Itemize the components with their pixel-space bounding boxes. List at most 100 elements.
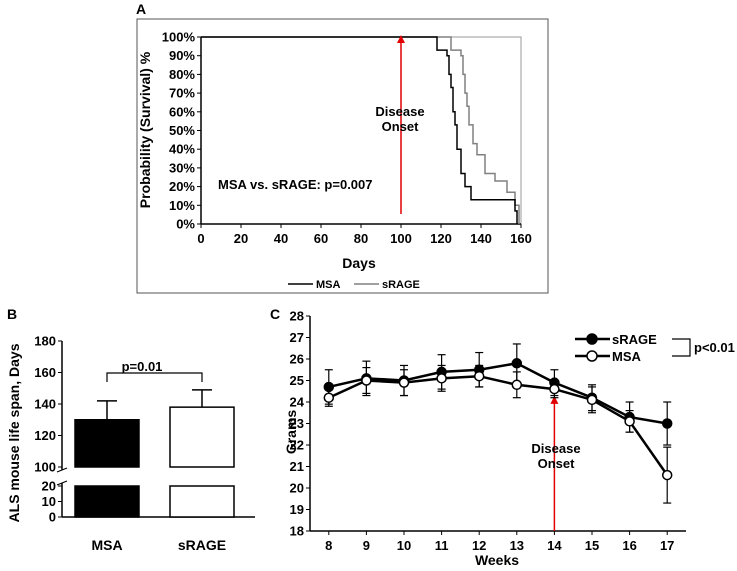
panel-c-point-srage: [511, 358, 523, 369]
panel-b-y-tick-label: 180: [34, 334, 56, 349]
panel-b-y-tick-label: 10: [42, 494, 56, 509]
panel-c-x-tick-label: 10: [397, 538, 411, 553]
panel-c-letter: C: [270, 306, 280, 322]
panel-a-y-tick-label: 50%: [169, 123, 195, 138]
panel-a-y-tick-label: 10%: [169, 198, 195, 213]
panel-c-x-tick-label: 13: [510, 538, 524, 553]
panel-a-y-tick-label: 60%: [169, 104, 195, 119]
panel-a-y-tick-label: 0%: [176, 217, 195, 232]
panel-a-x-tick-label: 80: [354, 231, 368, 246]
panel-c-y-tick-label: 20: [290, 481, 304, 496]
panel-b-ylabel: ALS mouse life span, Days: [6, 343, 22, 522]
panel-c-point-msa: [549, 383, 560, 395]
panel-b-y-tick-label: 100: [34, 460, 56, 475]
panel-a-x-tick-label: 40: [274, 231, 288, 246]
panel-a-series-msa: [201, 36, 518, 224]
panel-c-y-tick-label: 23: [290, 416, 304, 431]
panel-c-y-tick-label: 24: [290, 395, 305, 410]
panel-c-xlabel: Weeks: [475, 552, 519, 568]
panel-a-x-tick-label: 0: [197, 231, 204, 246]
panel-c-pvalue: p<0.01: [694, 340, 735, 355]
legend-msa-label: MSA: [316, 279, 341, 291]
panel-c-point-srage: [661, 418, 673, 429]
panel-b-axis-break-mark: [56, 467, 68, 473]
legend-c-msa-marker: [586, 350, 598, 362]
panel-c-point-msa: [473, 370, 485, 382]
panel-c-y-tick-label: 28: [290, 309, 304, 324]
panel-a-onset-label-1: Disease: [375, 104, 424, 119]
panel-c-point-msa: [361, 375, 372, 386]
panel-a-x-tick-label: 120: [430, 231, 452, 246]
panel-b-y-tick-label: 160: [34, 365, 56, 380]
panel-c-y-tick-label: 21: [290, 459, 304, 474]
panel-c-point-srage: [323, 381, 335, 393]
panel-c-onset-label-2: Onset: [538, 456, 576, 471]
panel-a-onset-label-2: Onset: [382, 119, 420, 134]
legend-c-srage-label: sRAGE: [612, 332, 657, 347]
panel-a-y-tick-label: 30%: [169, 160, 195, 175]
panel-a-letter: A: [136, 1, 146, 17]
panel-b-category-label: sRAGE: [178, 537, 226, 553]
panel-c-point-msa: [323, 392, 335, 403]
panel-b-y-tick-label: 140: [34, 397, 56, 412]
panel-b-sig-bracket: [106, 372, 203, 382]
panel-c-y-tick-label: 19: [290, 502, 304, 517]
panel-c-y-tick-label: 22: [290, 438, 304, 453]
panel-c-y-tick-label: 26: [290, 352, 304, 367]
panel-a-frame: [136, 18, 549, 294]
panel-a-y-tick-label: 80%: [169, 67, 195, 82]
panel-a-xlabel: Days: [342, 255, 376, 271]
panel-c-sig-bracket: [672, 338, 691, 357]
panel-c-point-msa: [661, 469, 673, 481]
panel-b-y-tick-label: 20: [42, 479, 56, 494]
panel-c-x-tick-label: 8: [325, 538, 332, 553]
panel-a-x-tick-label: 20: [234, 231, 248, 246]
panel-b-letter: B: [7, 306, 17, 322]
panel-c-ylabel: Grams: [283, 410, 299, 455]
panel-c-x-tick-label: 14: [547, 538, 562, 553]
panel-b-axis-break-mark: [56, 480, 68, 486]
panel-c-point-msa: [511, 379, 523, 391]
panel-a-series-srage: [201, 36, 520, 224]
panel-a-x-tick-label: 160: [510, 231, 532, 246]
panel-c-point-msa: [398, 377, 410, 388]
panel-c-x-tick-label: 15: [585, 538, 599, 553]
panel-a: A 0% 10% 20% 30% 40% 50% 60% 70% 80% 90% 100% 0 20 40…: [136, 1, 549, 294]
panel-c-x-tick-label: 12: [472, 538, 486, 553]
legend-c-msa-label: MSA: [612, 349, 642, 364]
panel-c-x-tick-label: 16: [622, 538, 636, 553]
panel-c: C 18 19 20 21 22 23 24 25 26 27 28 8 9 10 11 12 13 14 15 16…: [270, 306, 735, 568]
legend-srage-label: sRAGE: [382, 279, 420, 291]
panel-c-x-tick-label: 11: [435, 538, 449, 553]
panel-a-ylabel: Probability (Survival) %: [137, 51, 153, 208]
panel-c-point-msa: [436, 373, 447, 384]
panel-a-x-tick-label: 100: [390, 231, 412, 246]
panel-b-y-tick-label: 0: [49, 510, 56, 525]
panel-c-x-tick-label: 17: [660, 538, 674, 553]
panel-a-y-tick-label: 40%: [169, 142, 195, 157]
panel-b-pvalue: p=0.01: [122, 359, 163, 374]
panel-c-x-tick-label: 9: [363, 538, 370, 553]
panel-a-y-tick-label: 20%: [169, 179, 195, 194]
panel-c-y-tick-label: 27: [290, 330, 304, 345]
panel-b-category-label: MSA: [91, 537, 122, 553]
panel-c-onset-label-1: Disease: [531, 441, 580, 456]
panel-a-y-tick-label: 90%: [169, 48, 195, 63]
panel-b-bar-srage-lower: [169, 485, 235, 518]
panel-c-y-tick-label: 18: [290, 524, 304, 539]
panel-c-y-tick-label: 25: [290, 373, 304, 388]
panel-a-x-tick-label: 140: [470, 231, 492, 246]
panel-b-bar-msa: [74, 419, 140, 468]
panel-a-y-tick-label: 70%: [169, 86, 195, 101]
panel-b-bar-srage: [169, 406, 235, 468]
panel-a-x-tick-label: 60: [314, 231, 328, 246]
legend-c-srage-marker: [586, 333, 598, 345]
panel-b-y-tick-label: 120: [34, 428, 56, 443]
panel-a-y-tick-label: 100%: [162, 30, 196, 45]
panel-a-pvalue: MSA vs. sRAGE: p=0.007: [218, 177, 373, 192]
panel-c-series-srage: [328, 361, 668, 425]
panel-c-series-msa: [328, 374, 669, 476]
panel-c-point-msa: [624, 416, 635, 427]
